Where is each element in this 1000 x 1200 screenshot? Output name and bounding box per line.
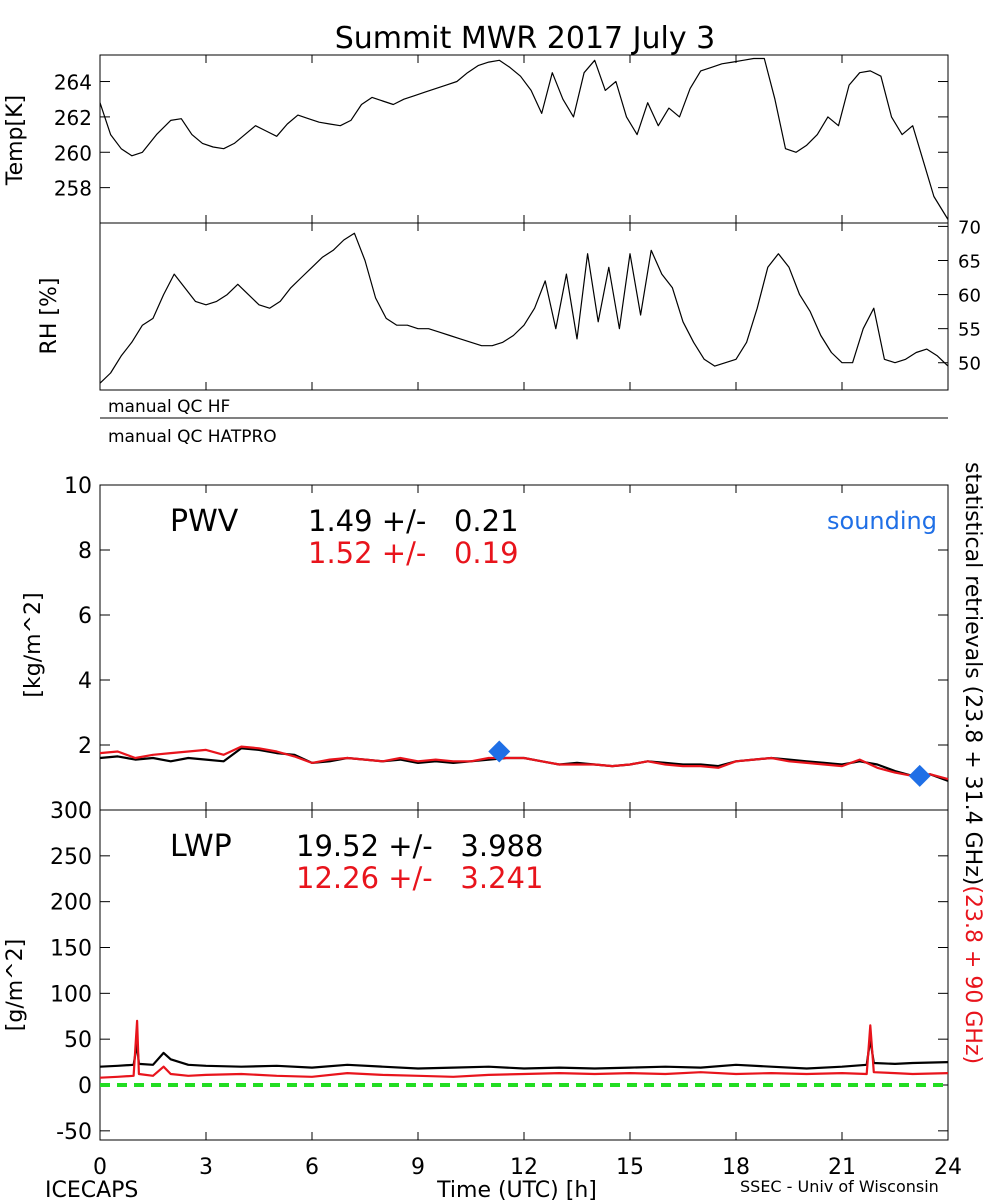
- rh-ytick-label: 60: [958, 286, 981, 307]
- lwp-xlabel: Time (UTC) [h]: [436, 1178, 597, 1200]
- pwv-ylabel: [kg/m^2]: [21, 592, 46, 697]
- lwp-xtick-label: 18: [722, 1155, 750, 1180]
- pwv-ytick-label: 6: [78, 604, 92, 629]
- figure-title: Summit MWR 2017 July 3: [335, 21, 716, 56]
- lwp-ytick-label: 0: [78, 1074, 92, 1099]
- rh-ytick-label: 50: [958, 354, 981, 375]
- lwp-title: LWP: [170, 829, 232, 864]
- temp-ytick-label: 260: [54, 141, 92, 165]
- retrieval-annotation: statistical retrievals (23.8 + 31.4 GHz)…: [960, 462, 985, 1064]
- retrieval-annotation-red: (23.8 + 90 GHz): [960, 885, 985, 1064]
- pwv-sounding-point: [908, 764, 931, 787]
- pwv-ytick-label: 4: [78, 669, 92, 694]
- pwv-ytick-label: 2: [78, 734, 92, 759]
- rh-panel: 50 55 60 65 70 RH [%]: [37, 217, 981, 391]
- pwv-stat: 1.49 +/- 0.21: [308, 504, 519, 538]
- lwp-xtick-label: 12: [510, 1155, 538, 1180]
- pwv-panel: 0 2 4 6 8 10 [kg/m^2] PWV 1.49 +/- 0.211.52 +/- …: [21, 474, 949, 824]
- lwp-ytick-label: 100: [50, 982, 92, 1007]
- lwp-series-1: [99, 1019, 949, 1079]
- lwp-xtick-label: 3: [199, 1155, 213, 1180]
- lwp-xtick-label: 15: [616, 1155, 644, 1180]
- pwv-sounding-point: [488, 740, 511, 763]
- rh-frame: [99, 222, 949, 391]
- lwp-ytick-label: -50: [56, 1120, 92, 1145]
- qc-label-hatpro: manual QC HATPRO: [108, 427, 277, 447]
- temp-ytick-label: 262: [54, 106, 92, 130]
- footer-right: SSEC - Univ of Wisconsin: [740, 1177, 939, 1196]
- retrieval-annotation-black: statistical retrievals (23.8 + 31.4 GHz): [960, 462, 985, 885]
- pwv-stat: 1.52 +/- 0.19: [308, 536, 519, 570]
- lwp-ytick-label: 300: [50, 799, 92, 824]
- lwp-stat: 12.26 +/- 3.241: [296, 861, 543, 895]
- lwp-xtick-label: 24: [934, 1155, 962, 1180]
- rh-ytick-label: 55: [958, 320, 981, 341]
- temp-ylabel: Temp[K]: [3, 95, 28, 186]
- rh-ytick-label: 65: [958, 251, 981, 272]
- pwv-legend-sounding: sounding: [827, 507, 937, 535]
- footer-left: ICECAPS: [45, 1178, 138, 1200]
- lwp-ylabel: [g/m^2]: [3, 939, 28, 1031]
- temp-series-0: [99, 57, 949, 220]
- pwv-title: PWV: [170, 504, 239, 539]
- qc-strip: manual QC HF manual QC HATPRO: [100, 397, 948, 447]
- temp-panel: 258 260 262 264 Temp[K]: [3, 54, 949, 224]
- lwp-ytick-label: 150: [50, 937, 92, 962]
- rh-ytick-label: 70: [958, 217, 981, 238]
- temp-ytick-label: 264: [54, 71, 92, 95]
- lwp-xtick-label: 21: [828, 1155, 856, 1180]
- lwp-xtick-label: 6: [305, 1155, 319, 1180]
- rh-series-0: [99, 232, 949, 384]
- qc-label-hf: manual QC HF: [108, 397, 230, 417]
- rh-ylabel: RH [%]: [37, 278, 62, 355]
- pwv-series-1: [99, 745, 949, 781]
- lwp-ytick-label: 200: [50, 891, 92, 916]
- lwp-stat: 19.52 +/- 3.988: [296, 829, 543, 863]
- lwp-xtick-label: 9: [411, 1155, 425, 1180]
- pwv-ytick-label: 10: [64, 474, 92, 499]
- lwp-xtick-label: 0: [93, 1155, 107, 1180]
- lwp-ytick-label: 50: [64, 1028, 92, 1053]
- pwv-ytick-label: 8: [78, 539, 92, 564]
- pwv-ytick-label: 0: [78, 799, 92, 824]
- lwp-series-0: [99, 1038, 949, 1070]
- lwp-ytick-label: 250: [50, 845, 92, 870]
- temp-ytick-label: 258: [54, 177, 92, 201]
